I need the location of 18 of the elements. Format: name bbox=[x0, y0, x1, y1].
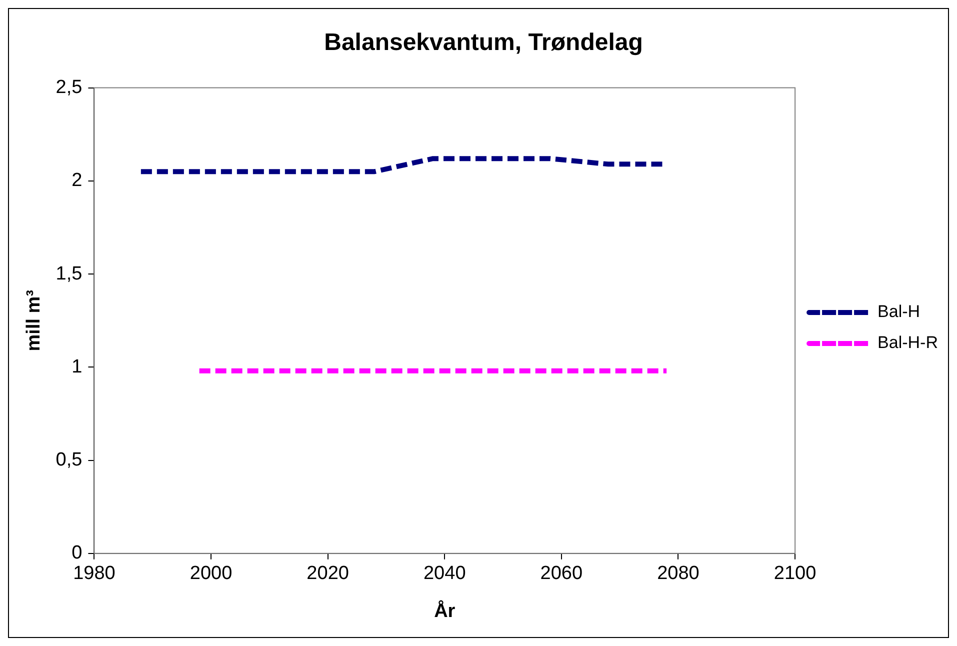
y-tick-label: 1,5 bbox=[56, 263, 82, 284]
x-tick-label: 2080 bbox=[657, 563, 700, 584]
x-tick-label: 2040 bbox=[423, 563, 466, 584]
y-tick-label: 2 bbox=[72, 170, 82, 192]
y-tick-label: 0,5 bbox=[56, 450, 82, 471]
y-tick-label: 2,5 bbox=[56, 77, 82, 98]
x-tick-label: 2100 bbox=[774, 563, 816, 584]
legend-label: Bal-H-R bbox=[878, 333, 938, 352]
x-axis-title: År bbox=[434, 600, 456, 622]
x-tick-label: 2000 bbox=[190, 563, 232, 584]
x-tick-label: 1980 bbox=[73, 563, 116, 584]
y-tick-label: 0 bbox=[72, 542, 82, 564]
x-tick-label: 2020 bbox=[306, 563, 349, 584]
y-tick-label: 1 bbox=[72, 356, 82, 378]
y-axis-title: mill m³ bbox=[24, 290, 45, 352]
x-tick-label: 2060 bbox=[540, 563, 583, 584]
legend-label: Bal-H bbox=[878, 302, 920, 322]
chart-title: Balansekvantum, Trøndelag bbox=[324, 29, 643, 56]
